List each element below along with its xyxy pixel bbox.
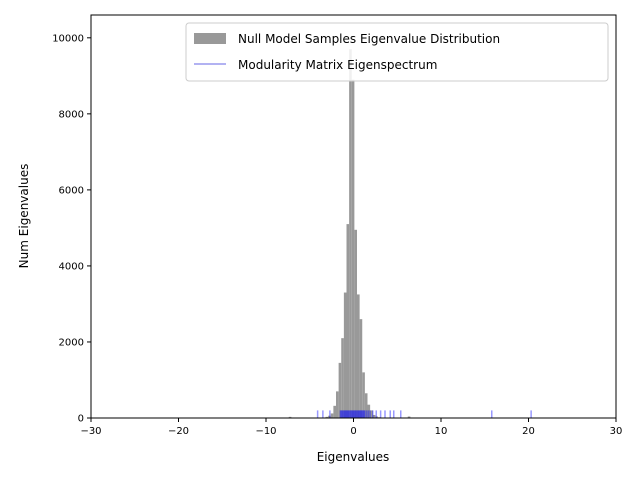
histogram-bar — [359, 319, 363, 418]
legend: Null Model Samples Eigenvalue Distributi… — [185, 22, 609, 82]
histogram-bar — [341, 338, 344, 418]
y-tick-label: 10000 — [52, 33, 84, 44]
histogram-bar — [357, 294, 360, 418]
plot-area — [288, 49, 532, 418]
x-tick-label: −30 — [80, 426, 101, 437]
y-tick-label: 4000 — [59, 261, 84, 272]
axes: −30 −20 −10 0 10 20 30 0 2000 4000 6000 8000 10000 — [52, 14, 623, 437]
histogram-bar — [375, 416, 378, 418]
x-axis-label: Eigenvalues — [317, 450, 390, 464]
x-tick-label: 20 — [522, 426, 535, 437]
histogram-bar — [407, 416, 411, 418]
histogram-bar — [364, 393, 368, 418]
histogram-bar — [370, 410, 373, 418]
histogram-bar — [328, 415, 331, 418]
histogram-bar — [362, 372, 365, 418]
histogram-bar — [325, 416, 329, 418]
y-tick-label: 2000 — [59, 337, 84, 348]
y-tick-label: 0 — [78, 414, 84, 425]
histogram-bar — [346, 224, 350, 418]
histogram-bar — [372, 414, 376, 418]
y-tick-label: 8000 — [59, 109, 84, 120]
histogram-bar — [288, 416, 292, 418]
legend-label: Modularity Matrix Eigenspectrum — [238, 58, 437, 72]
legend-patch — [194, 33, 226, 44]
x-tick-label: 10 — [435, 426, 448, 437]
histogram-bar — [336, 391, 339, 418]
legend-box — [185, 22, 609, 82]
histogram-bar — [330, 413, 334, 418]
y-axis-label: Num Eigenvalues — [17, 164, 31, 269]
histogram-bar — [338, 362, 342, 418]
legend-label: Null Model Samples Eigenvalue Distributi… — [238, 32, 500, 46]
histogram-bar — [367, 404, 371, 418]
histogram-bar — [343, 292, 347, 418]
histogram-bar — [349, 49, 352, 418]
x-tick-label: −20 — [168, 426, 189, 437]
x-tick-label: 0 — [350, 426, 356, 437]
histogram-bar — [354, 229, 357, 418]
histogram-bar — [351, 79, 355, 418]
x-tick-label: 30 — [610, 426, 623, 437]
x-tick-label: −10 — [255, 426, 276, 437]
histogram-bar — [333, 405, 336, 418]
y-tick-label: 6000 — [59, 185, 84, 196]
